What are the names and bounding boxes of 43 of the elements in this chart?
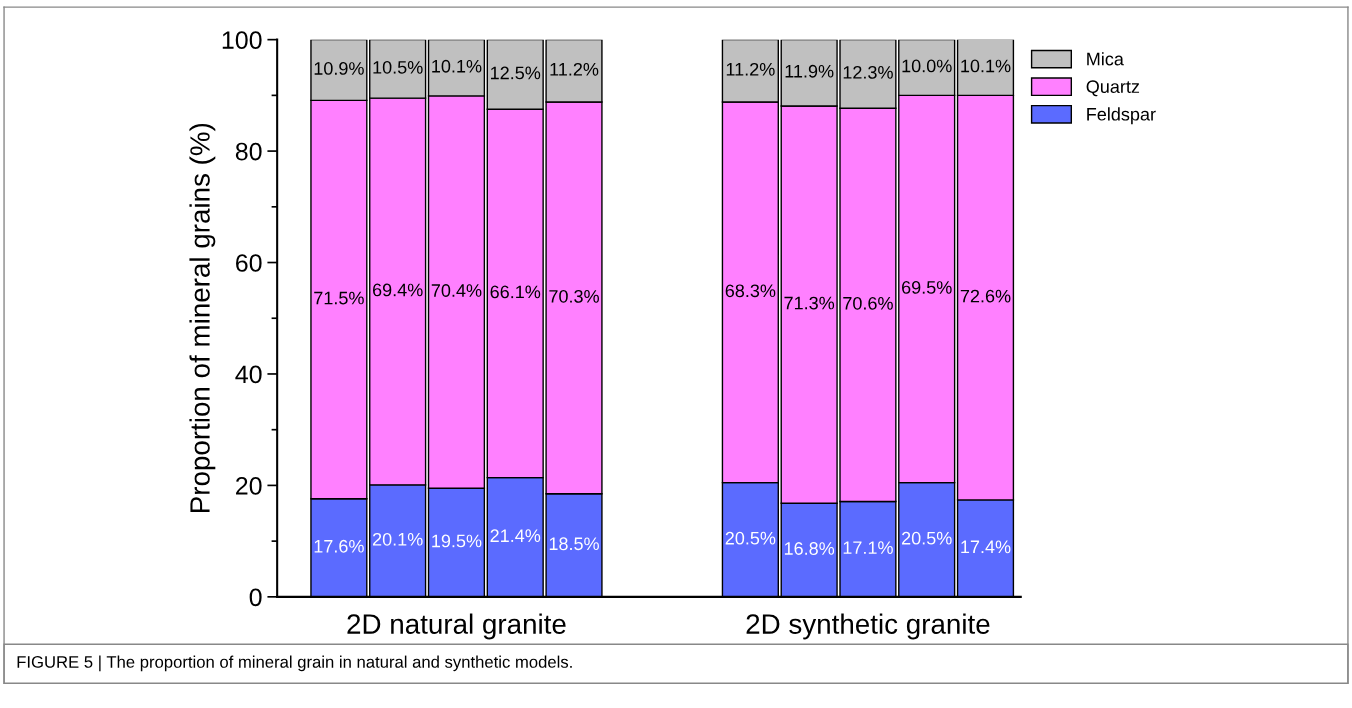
data-label: 12.3% [843,65,893,79]
data-label: 69.4% [372,283,423,297]
y-tick-label: 60 [236,254,262,272]
data-label: 17.1% [843,541,893,554]
data-label: 17.4% [961,540,1011,554]
y-tick-label: 100 [222,31,262,49]
data-label: 12.5% [491,66,541,80]
data-label: 72.6% [960,289,1011,303]
data-label: 20.5% [902,531,952,545]
data-label: 17.6% [314,539,364,553]
data-label: 20.5% [725,531,776,545]
data-label: 16.8% [784,542,835,555]
data-label: 20.1% [372,532,423,546]
data-label: 19.5% [432,534,482,548]
y-tick-label: 20 [236,477,262,495]
data-label: 10.1% [432,59,482,73]
data-label: 69.5% [902,281,952,294]
y-tick-label: 80 [235,142,262,161]
data-label: 66.1% [490,285,541,299]
data-label: 11.9% [785,64,834,78]
legend-label: Mica [1087,52,1124,66]
data-label: 10.9% [314,62,364,75]
x-tick-label: 2D natural granite [347,613,566,640]
data-label: 71.3% [784,296,835,310]
data-label: 10.5% [373,60,423,74]
data-label: 10.1% [961,59,1011,73]
data-label: 68.3% [725,284,776,298]
data-label: 11.2% [726,62,775,76]
data-label: 21.4% [490,529,541,542]
legend-label: Quartz [1086,80,1140,97]
data-label: 71.5% [314,291,364,305]
caption: FIGURE 5 | The proportion of mineral grain in natural and synthetic models. [17,655,572,672]
data-label: 70.6% [843,296,893,310]
y-tick-label: 40 [235,365,262,384]
data-label: 10.0% [902,59,952,73]
data-label: 18.5% [549,537,599,551]
data-label: 70.3% [549,289,599,303]
x-tick-label: 2D synthetic granite [746,613,990,640]
y-tick-label: 0 [249,588,262,607]
y-axis-title: Proportion of mineral grains (%) [189,123,216,513]
legend-label: Feldspar [1087,107,1156,125]
data-label: 70.4% [431,284,482,297]
data-label: 11.2% [550,62,599,76]
